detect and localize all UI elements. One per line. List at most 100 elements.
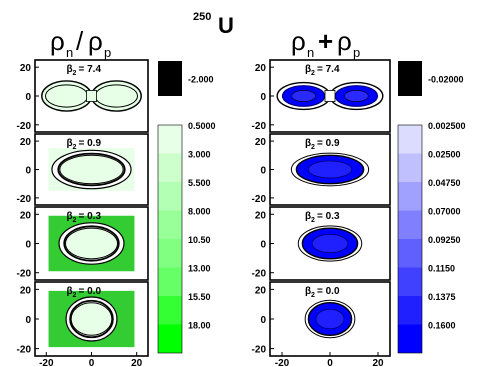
beta-subscript: 2 (311, 144, 315, 151)
right-title-sub-1: n (307, 45, 314, 60)
y-tick-label: -20 (252, 269, 267, 280)
colorbar-level-label: 18.00 (188, 321, 211, 331)
panel-right-0: β 2 = 7.4 20 0 -20 (252, 59, 391, 133)
colorbar-overflow (398, 61, 422, 96)
beta-subscript: 2 (311, 70, 315, 77)
beta-symbol: β (67, 211, 73, 222)
right-title-rho-2: ρ (337, 26, 352, 56)
y-tick-label: -20 (17, 345, 32, 356)
left-title-sub-2: p (104, 45, 111, 60)
y-tick-label: 0 (260, 315, 266, 326)
colorbar-level-label: 0.002500 (428, 121, 466, 131)
colorbar-band (158, 182, 182, 211)
ratio-blob (45, 84, 89, 108)
beta-label-3: β 2 = 0.0 (67, 286, 102, 299)
y-tick-label: 0 (25, 92, 31, 103)
beta-symbol: β (305, 211, 311, 222)
beta-subscript: 2 (311, 292, 315, 299)
density-core (315, 308, 345, 330)
nucleus-mass: 250 (193, 11, 211, 23)
colorbar-band (398, 210, 422, 239)
panel-left-2: β 2 = 0.3 20 0 -20 (17, 206, 149, 281)
panel-left-3: β 2 = 0.0 20 0 -20 (17, 281, 149, 357)
colorbar-band (158, 267, 182, 296)
colorbar-overflow-label: -2.000 (188, 75, 214, 85)
density-core (291, 90, 316, 102)
beta-subscript: 2 (73, 292, 77, 299)
colorbar-level-label: 8.000 (188, 207, 211, 217)
colorbar-level-label: 13.00 (188, 264, 211, 274)
y-tick-label: 0 (25, 240, 31, 251)
colorbar-level-label: 0.1375 (428, 292, 456, 302)
beta-subscript: 2 (73, 144, 77, 151)
colorbar-level-label: 0.02500 (428, 150, 461, 160)
colorbar-level-label: 10.50 (188, 235, 211, 245)
colorbar-frame (157, 124, 183, 354)
y-tick-label: 0 (25, 166, 31, 177)
colorbar-level-label: 0.07000 (428, 207, 461, 217)
colorbar-band (158, 153, 182, 182)
panel-left-0: β 2 = 7.4 20 0 -20 (17, 59, 149, 133)
beta-label-3: β 2 = 0.0 (305, 286, 340, 299)
colorbar-level-label: 0.1600 (428, 321, 456, 331)
colorbar-band (158, 296, 182, 325)
ratio-contour (69, 299, 114, 339)
neck (324, 90, 336, 102)
beta-label-1: β 2 = 0.9 (305, 138, 340, 151)
colorbar-band (398, 239, 422, 268)
colorbar-band (158, 210, 182, 239)
ratio-core (59, 154, 124, 185)
beta-value: = 7.4 (79, 64, 102, 75)
beta-label-0: β 2 = 7.4 (67, 64, 102, 77)
right-title-sep: + (318, 26, 333, 56)
ratio-blob (94, 84, 138, 108)
colorbar-level-label: 3.000 (188, 150, 211, 160)
left-title-sub-1: n (66, 45, 73, 60)
colorbar-band (398, 153, 422, 182)
beta-symbol: β (67, 138, 73, 149)
beta-symbol: β (305, 64, 311, 75)
beta-subscript: 2 (311, 217, 315, 224)
beta-subscript: 2 (73, 70, 77, 77)
colorbar-level-label: 15.50 (188, 292, 211, 302)
colorbar-level-label: 0.1150 (428, 264, 455, 274)
panel-right-2: β 2 = 0.3 20 0 -20 (252, 206, 391, 281)
colorbar-level-label: 5.500 (188, 178, 211, 188)
colorbar-band (398, 125, 422, 154)
neck (86, 90, 97, 102)
ratio-contour (57, 152, 126, 187)
colorbar-frame (397, 124, 423, 354)
y-tick-label: 0 (260, 166, 266, 177)
beta-label-2: β 2 = 0.3 (305, 211, 340, 224)
y-tick-label: 20 (255, 137, 267, 148)
colorbar-band (158, 324, 182, 353)
density-core (311, 233, 349, 254)
y-tick-label: -20 (17, 269, 32, 280)
density-core (344, 90, 369, 102)
beta-label-2: β 2 = 0.3 (67, 211, 102, 224)
beta-value: = 0.3 (79, 211, 102, 222)
right-title-rho-1: ρ (291, 26, 306, 56)
right-colorbar: -0.02000 0.002500 0.02500 0.04750 0.07000 0.0… (397, 61, 466, 354)
beta-value: = 7.4 (317, 64, 340, 75)
y-tick-label: 0 (260, 92, 266, 103)
ratio-core (65, 227, 118, 260)
colorbar-level-label: 0.5000 (188, 121, 216, 131)
beta-label-0: β 2 = 7.4 (305, 64, 340, 77)
y-tick-label: 20 (20, 137, 32, 148)
x-tick-label: -20 (275, 358, 290, 367)
y-tick-label: 20 (255, 285, 267, 296)
y-tick-label: 20 (20, 63, 32, 74)
y-tick-label: -20 (17, 121, 32, 132)
colorbar-overflow (158, 61, 182, 96)
colorbar-overflow-label: -0.02000 (428, 75, 464, 85)
colorbar-band (398, 182, 422, 211)
panel-right-1: β 2 = 0.9 20 0 -20 (252, 133, 391, 206)
x-tick-label: -20 (39, 358, 54, 367)
x-tick-label: 0 (327, 358, 333, 367)
left-title-sep: / (76, 26, 84, 56)
right-title-sub-2: p (353, 45, 360, 60)
